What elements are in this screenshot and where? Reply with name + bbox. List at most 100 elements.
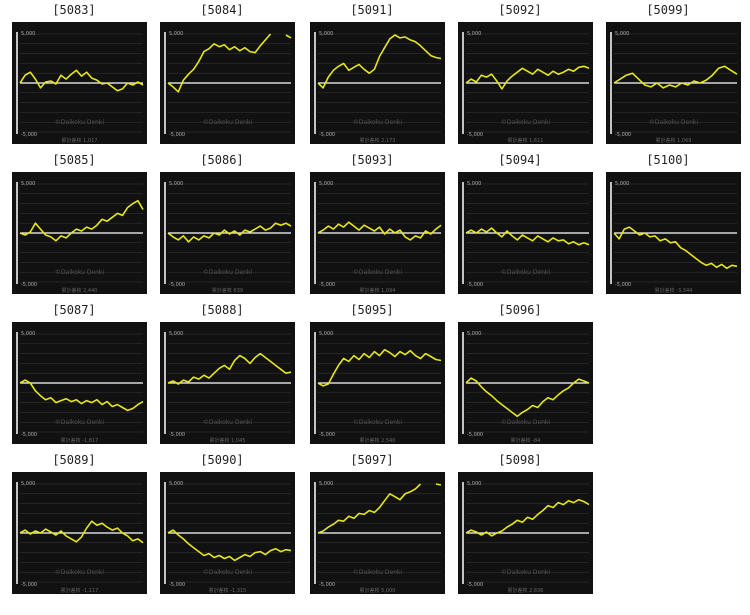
tick-label: 5,000 [467, 481, 481, 487]
series-line [167, 222, 292, 243]
tick-label: 5,000 [467, 181, 481, 187]
chart-title: [5086] [200, 153, 244, 167]
line-chart: 5,000 -5,000 ©Daikoku Denki 累計差枚 5,000 [314, 481, 442, 594]
chart-panel: 5,000 -5,000 ©Daikoku Denki 累計差枚 1,045 [160, 322, 295, 444]
tick-label: 5,000 [467, 331, 481, 337]
footer-label: 累計差枚 5,000 [360, 587, 396, 594]
tick-label: -5,000 [21, 432, 37, 438]
watermark: ©Daikoku Denki [203, 569, 252, 576]
chart-title: [5099] [646, 3, 690, 17]
series-line [465, 65, 590, 90]
tick-label: 5,000 [169, 331, 183, 337]
chart-cell-3: [5092] 5,000 -5,000 ©Daikoku Denki 累計差枚 1,61… [446, 0, 594, 150]
tick-label: -5,000 [169, 282, 185, 288]
tick-label: 5,000 [319, 31, 333, 37]
tick-label: -5,000 [319, 282, 335, 288]
watermark: ©Daikoku Denki [55, 569, 104, 576]
chart-cell-15: [5090] 5,000 -5,000 ©Daikoku Denki 累計差枚 -1,3… [148, 450, 296, 600]
series-line [19, 520, 144, 544]
series-line [465, 498, 590, 537]
series-line [435, 483, 442, 486]
watermark: ©Daikoku Denki [203, 419, 252, 426]
watermark: ©Daikoku Denki [353, 419, 402, 426]
tick-label: 5,000 [21, 331, 35, 337]
watermark: ©Daikoku Denki [55, 119, 104, 126]
footer-label: 累計差枚 1,045 [210, 437, 246, 444]
series-line [465, 377, 590, 418]
chart-panel: 5,000 -5,000 ©Daikoku Denki [458, 172, 593, 294]
tick-label: -5,000 [467, 132, 483, 138]
footer-label: 累計差枚 2,540 [360, 437, 396, 444]
series-line [19, 379, 144, 412]
chart-cell-16: [5097] 5,000 -5,000 ©Daikoku Denki 累計差枚 5,00… [298, 450, 446, 600]
chart-panel: 5,000 -5,000 ©Daikoku Denki 累計差枚 1,611 [458, 22, 593, 144]
chart-panel: 5,000 -5,000 ©Daikoku Denki [160, 22, 295, 144]
chart-cell-14: [5089] 5,000 -5,000 ©Daikoku Denki 累計差枚 -1,1… [0, 450, 148, 600]
tick-label: -5,000 [169, 132, 185, 138]
line-chart: 5,000 -5,000 ©Daikoku Denki 累計差枚 1,017 [16, 31, 144, 144]
series-line [613, 226, 738, 270]
series-line [19, 199, 144, 242]
chart-cell-0: [5083] 5,000 -5,000 ©Daikoku Denki 累計差枚 1,01… [0, 0, 148, 150]
tick-label: -5,000 [21, 132, 37, 138]
footer-label: 累計差枚 2,173 [360, 137, 396, 144]
line-chart: 5,000 -5,000 ©Daikoku Denki 累計差枚 2,173 [314, 31, 442, 144]
tick-label: -5,000 [169, 432, 185, 438]
footer-label: 累計差枚 2,440 [62, 287, 98, 294]
chart-title: [5089] [52, 453, 96, 467]
chart-title: [5097] [350, 453, 394, 467]
footer-label: 累計差枚 1,611 [508, 137, 544, 144]
tick-label: 5,000 [169, 181, 183, 187]
chart-title: [5083] [52, 3, 96, 17]
series-line [317, 34, 442, 89]
tick-label: 5,000 [21, 181, 35, 187]
chart-cell-12: [5095] 5,000 -5,000 ©Daikoku Denki 累計差枚 2,54… [298, 300, 446, 450]
chart-title: [5096] [498, 303, 542, 317]
chart-panel: 5,000 -5,000 ©Daikoku Denki 累計差枚 1,017 [12, 22, 147, 144]
tick-label: 5,000 [467, 31, 481, 37]
watermark: ©Daikoku Denki [55, 419, 104, 426]
footer-label: 累計差枚 2,836 [508, 587, 544, 594]
chart-title: [5087] [52, 303, 96, 317]
tick-label: -5,000 [467, 282, 483, 288]
tick-label: -5,000 [21, 582, 37, 588]
chart-panel: 5,000 -5,000 ©Daikoku Denki 累計差枚 -1,817 [12, 322, 147, 444]
footer-label: 累計差枚 639 [212, 287, 243, 294]
chart-panel: 5,000 -5,000 ©Daikoku Denki 累計差枚 1,094 [310, 172, 445, 294]
tick-label: 5,000 [319, 481, 333, 487]
series-line [167, 529, 292, 562]
chart-cell-7: [5093] 5,000 -5,000 ©Daikoku Denki 累計差枚 1,09… [298, 150, 446, 300]
line-chart: 5,000 -5,000 ©Daikoku Denki 累計差枚 639 [164, 181, 292, 294]
tick-label: -5,000 [319, 432, 335, 438]
line-chart: 5,000 -5,000 ©Daikoku Denki 累計差枚 1,069 [610, 31, 738, 144]
tick-label: 5,000 [169, 481, 183, 487]
watermark: ©Daikoku Denki [501, 419, 550, 426]
series-line [285, 34, 292, 39]
series-line [465, 227, 590, 246]
chart-cell-10: [5087] 5,000 -5,000 ©Daikoku Denki 累計差枚 -1,8… [0, 300, 148, 450]
chart-title: [5095] [350, 303, 394, 317]
chart-title: [5084] [200, 3, 244, 17]
tick-label: 5,000 [21, 481, 35, 487]
tick-label: 5,000 [319, 181, 333, 187]
chart-cell-6: [5086] 5,000 -5,000 ©Daikoku Denki 累計差枚 639 [148, 150, 296, 300]
footer-label: 累計差枚 -3,344 [655, 287, 693, 294]
footer-label: 累計差枚 -84 [511, 437, 541, 444]
line-chart: 5,000 -5,000 ©Daikoku Denki 累計差枚 2,440 [16, 181, 144, 294]
chart-panel: 5,000 -5,000 ©Daikoku Denki 累計差枚 2,540 [310, 322, 445, 444]
tick-label: -5,000 [467, 432, 483, 438]
tick-label: -5,000 [169, 582, 185, 588]
footer-label: 累計差枚 1,094 [360, 287, 396, 294]
chart-panel: 5,000 -5,000 ©Daikoku Denki 累計差枚 5,000 [310, 472, 445, 594]
tick-label: -5,000 [319, 132, 335, 138]
chart-title: [5094] [498, 153, 542, 167]
chart-title: [5090] [200, 453, 244, 467]
tick-label: -5,000 [319, 582, 335, 588]
watermark: ©Daikoku Denki [55, 269, 104, 276]
series-line [317, 483, 422, 534]
series-line [317, 348, 442, 387]
watermark: ©Daikoku Denki [353, 569, 402, 576]
watermark: ©Daikoku Denki [203, 119, 252, 126]
series-line [317, 221, 442, 241]
chart-title: [5100] [646, 153, 690, 167]
